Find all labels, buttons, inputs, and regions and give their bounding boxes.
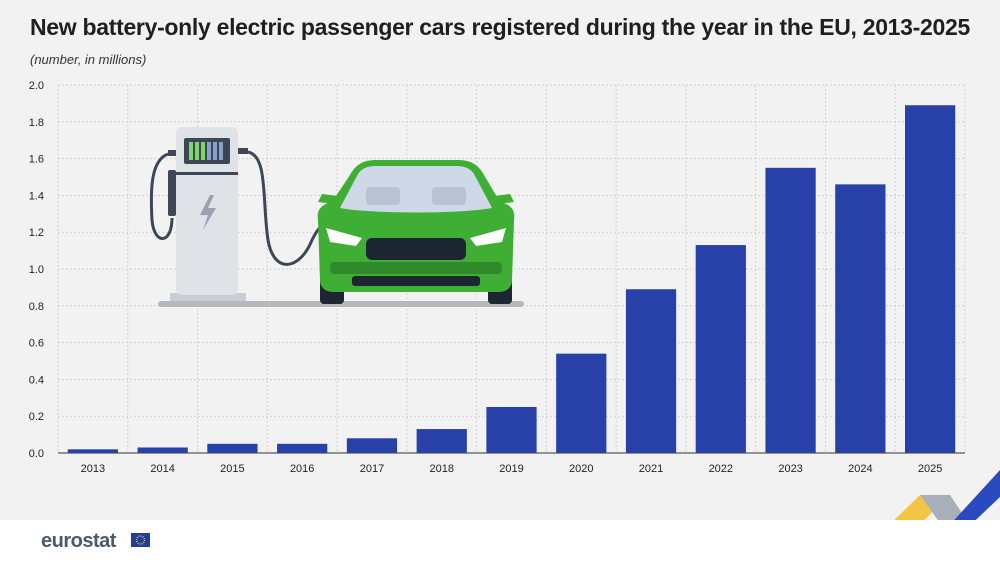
x-tick-label: 2016 (290, 463, 314, 475)
bar-2024 (835, 184, 886, 454)
car-windshield (340, 166, 492, 213)
x-tick-label: 2019 (499, 463, 523, 475)
y-tick-label: 1.0 (29, 264, 44, 276)
x-tick-label: 2014 (150, 463, 174, 475)
y-tick-label: 1.4 (29, 190, 44, 202)
x-tick-label: 2023 (778, 463, 802, 475)
chart-subtitle: (number, in millions) (30, 52, 147, 67)
bar-2019 (486, 407, 537, 453)
x-tick-label: 2022 (709, 463, 733, 475)
bar-2025 (904, 105, 956, 454)
headlight-right (470, 228, 506, 246)
bar-2018 (416, 429, 467, 453)
y-tick-label: 1.2 (29, 227, 44, 239)
bar-2015 (207, 443, 258, 453)
x-tick-label: 2017 (360, 463, 384, 475)
x-tick-label: 2013 (81, 463, 105, 475)
lightning-icon (200, 195, 216, 230)
y-tick-label: 0.2 (29, 411, 44, 423)
bar-2017 (346, 438, 398, 453)
bar-2016 (277, 443, 328, 453)
y-tick-label: 2.0 (29, 80, 44, 92)
eurostat-logo: eurostat (41, 530, 116, 552)
y-tick-label: 0.4 (29, 374, 44, 386)
x-tick-label: 2020 (569, 463, 593, 475)
footer (0, 520, 1000, 563)
x-tick-label: 2015 (220, 463, 244, 475)
bar-chart: 0.0 0.2 0.4 0.6 0.8 1.0 1.2 1.4 1.6 1.8 2.0 2013 201… (29, 80, 966, 475)
ev-charging-illustration (149, 127, 524, 307)
station-panel (176, 172, 238, 175)
bar-2013 (67, 449, 119, 453)
y-tick-label: 0.8 (29, 301, 44, 313)
headlight-left (326, 228, 362, 246)
bar-2022 (695, 245, 746, 453)
chart-title: New battery-only electric passenger cars… (30, 14, 970, 40)
y-tick-label: 1.6 (29, 154, 44, 166)
bar-2020 (556, 353, 607, 453)
chart-area: 0.0 0.2 0.4 0.6 0.8 1.0 1.2 1.4 1.6 1.8 2.0 2013 201… (0, 70, 1000, 490)
x-tick-label: 2021 (639, 463, 663, 475)
y-tick-label: 0.0 (29, 448, 44, 460)
cable-left (149, 152, 174, 240)
car-grille (366, 238, 466, 260)
y-tick-label: 0.6 (29, 338, 44, 350)
bar-2014 (137, 447, 188, 453)
y-tick-label: 1.8 (29, 117, 44, 129)
bar-2023 (765, 167, 816, 454)
x-tick-label: 2024 (848, 463, 872, 475)
bar-2021 (625, 289, 677, 453)
x-tick-label: 2018 (429, 463, 453, 475)
ground-line (158, 301, 524, 307)
x-tick-label: 2025 (918, 463, 942, 475)
eu-flag-icon (131, 533, 150, 547)
